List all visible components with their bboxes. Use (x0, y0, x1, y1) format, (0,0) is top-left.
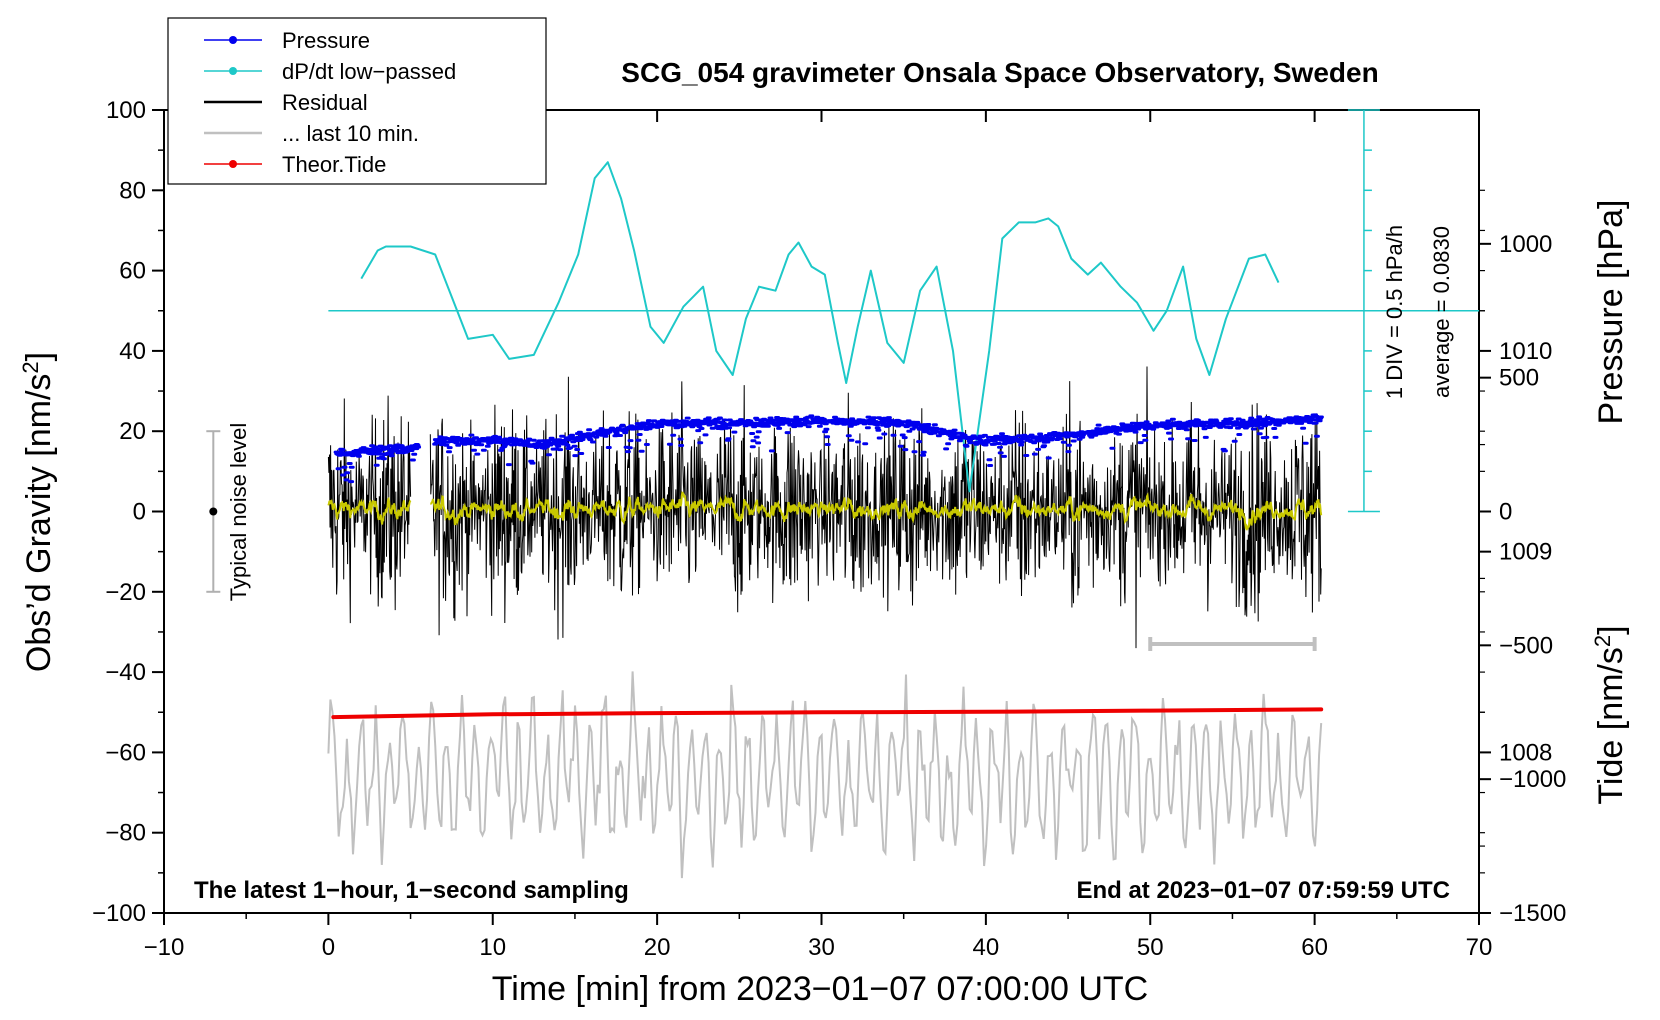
residual-smooth-line (327, 496, 412, 525)
tide-tick-label: −500 (1499, 632, 1553, 659)
y-tick-label: 60 (119, 258, 146, 285)
dpdt-series (328, 109, 1479, 513)
y-tick-label: −40 (105, 659, 146, 686)
last10-series (327, 671, 1323, 879)
legend-marker (229, 67, 237, 75)
residual-smooth-series (327, 491, 1323, 531)
tide-tick-label: −1500 (1499, 900, 1566, 927)
y-tick-label: 40 (119, 338, 146, 365)
tide-tick-label: −1000 (1499, 766, 1566, 793)
dpdt-average-label: average = 0.0830 (1429, 226, 1454, 398)
pressure-dots (333, 443, 422, 484)
dpdt-scale-label: 1 DIV = 0.5 hPa/h (1382, 225, 1407, 399)
x-tick-label: 40 (973, 934, 1000, 961)
legend-label: Pressure (282, 28, 370, 53)
dpdt-line (360, 161, 1280, 493)
legend-marker (229, 160, 237, 168)
y-tick-label: 20 (119, 418, 146, 445)
pressure-tick-label: 1008 (1499, 739, 1552, 766)
note-left: The latest 1−hour, 1−second sampling (194, 877, 629, 904)
y-axis-title-tide: Tide [nm/s2] (1590, 625, 1630, 804)
y-tick-label: −60 (105, 739, 146, 766)
x-tick-label: 20 (644, 934, 671, 961)
pressure-dots (432, 413, 1324, 467)
pressure-series (333, 413, 1324, 484)
y-tick-label: 100 (106, 97, 146, 124)
legend-marker (229, 36, 237, 44)
pressure-tick-label: 1009 (1499, 539, 1552, 566)
noise-bar-center (209, 507, 218, 516)
tide-tick-label: 1000 (1499, 231, 1552, 258)
chart-title: SCG_054 gravimeter Onsala Space Observat… (621, 57, 1378, 88)
y-tick-label: 0 (133, 499, 146, 526)
annotations (206, 430, 1317, 651)
legend-label: Residual (282, 90, 368, 115)
tide-series (331, 707, 1324, 720)
x-tick-label: 60 (1301, 934, 1328, 961)
y-tick-label: 80 (119, 177, 146, 204)
x-tick-label: 50 (1137, 934, 1164, 961)
y-axis-title-pressure: Pressure [hPa] (1592, 200, 1630, 425)
legend-label: dP/dt low−passed (282, 59, 456, 84)
y-tick-label: −20 (105, 579, 146, 606)
residual-smooth-line (430, 491, 1323, 531)
y-axis-title-left: Obs’d Gravity [nm/s2] (18, 352, 58, 672)
tide-line (331, 707, 1324, 720)
legend-label: ... last 10 min. (282, 121, 419, 146)
x-tick-label: 10 (479, 934, 506, 961)
axes: −10 0 10 20 30 40 50 60 70−100−80−60−40−20020406… (92, 97, 1566, 961)
tide-tick-label: 0 (1499, 499, 1512, 526)
last10-line (327, 671, 1323, 879)
pressure-tick-label: 1010 (1499, 338, 1552, 365)
y-tick-label: −100 (92, 900, 146, 927)
x-axis-title: Time [min] from 2023−01−07 07:00:00 UTC (492, 970, 1148, 1008)
legend: Pressure dP/dt low−passed Residual ... last… (167, 17, 547, 185)
noise-level-label: Typical noise level (226, 423, 251, 602)
legend-label: Theor.Tide (282, 152, 386, 177)
x-tick-label: 0 (322, 934, 335, 961)
x-tick-label: 70 (1466, 934, 1493, 961)
y-tick-label: −80 (105, 820, 146, 847)
note-right: End at 2023−01−07 07:59:59 UTC (1076, 877, 1450, 904)
x-tick-label: −10 (144, 934, 185, 961)
residual-line (327, 395, 412, 624)
x-tick-label: 30 (808, 934, 835, 961)
tide-tick-label: 500 (1499, 365, 1539, 392)
